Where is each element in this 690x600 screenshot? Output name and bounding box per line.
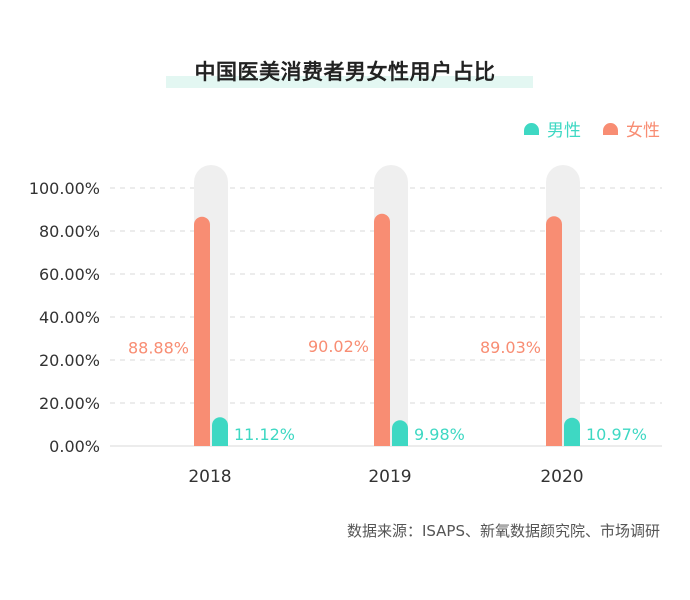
y-tick-label: 20.00%: [39, 394, 100, 413]
y-tick-label: 80.00%: [39, 222, 100, 241]
y-tick-label: 100.00%: [29, 179, 100, 198]
legend-swatch-female: [603, 122, 618, 135]
data-label-male: 10.97%: [586, 425, 647, 444]
bar-female: [194, 216, 210, 446]
y-tick-label: 20.00%: [39, 351, 100, 370]
legend: 男性 女性: [524, 116, 660, 141]
title-highlight: [166, 76, 533, 88]
data-label-male: 11.12%: [234, 425, 295, 444]
x-tick-label: 2018: [188, 467, 231, 487]
data-label-female: 90.02%: [308, 337, 369, 356]
legend-swatch-male: [524, 122, 539, 135]
data-label-male: 9.98%: [414, 425, 465, 444]
y-tick-label: 0.00%: [49, 437, 100, 456]
bar-male: [564, 417, 580, 446]
x-tick-label: 2020: [540, 467, 583, 487]
y-tick-label: 40.00%: [39, 308, 100, 327]
bar-female: [546, 216, 562, 446]
legend-label-female: 女性: [626, 121, 660, 141]
legend-label-male: 男性: [547, 121, 581, 141]
legend-item-male: 男性: [524, 116, 581, 141]
x-tick-label: 2019: [368, 467, 411, 487]
bar-female: [374, 213, 390, 446]
data-label-female: 88.88%: [128, 338, 189, 357]
chart-title-block: 中国医美消费者男女性用户占比: [0, 52, 690, 92]
chart-title: 中国医美消费者男女性用户占比: [194, 60, 496, 84]
bar-male: [212, 417, 228, 446]
data-label-female: 89.03%: [480, 338, 541, 357]
legend-item-female: 女性: [603, 116, 660, 141]
bar-male: [392, 420, 408, 446]
y-tick-label: 60.00%: [39, 265, 100, 284]
source-note: 数据来源：ISAPS、新氧数据颜究院、市场调研: [346, 522, 660, 540]
